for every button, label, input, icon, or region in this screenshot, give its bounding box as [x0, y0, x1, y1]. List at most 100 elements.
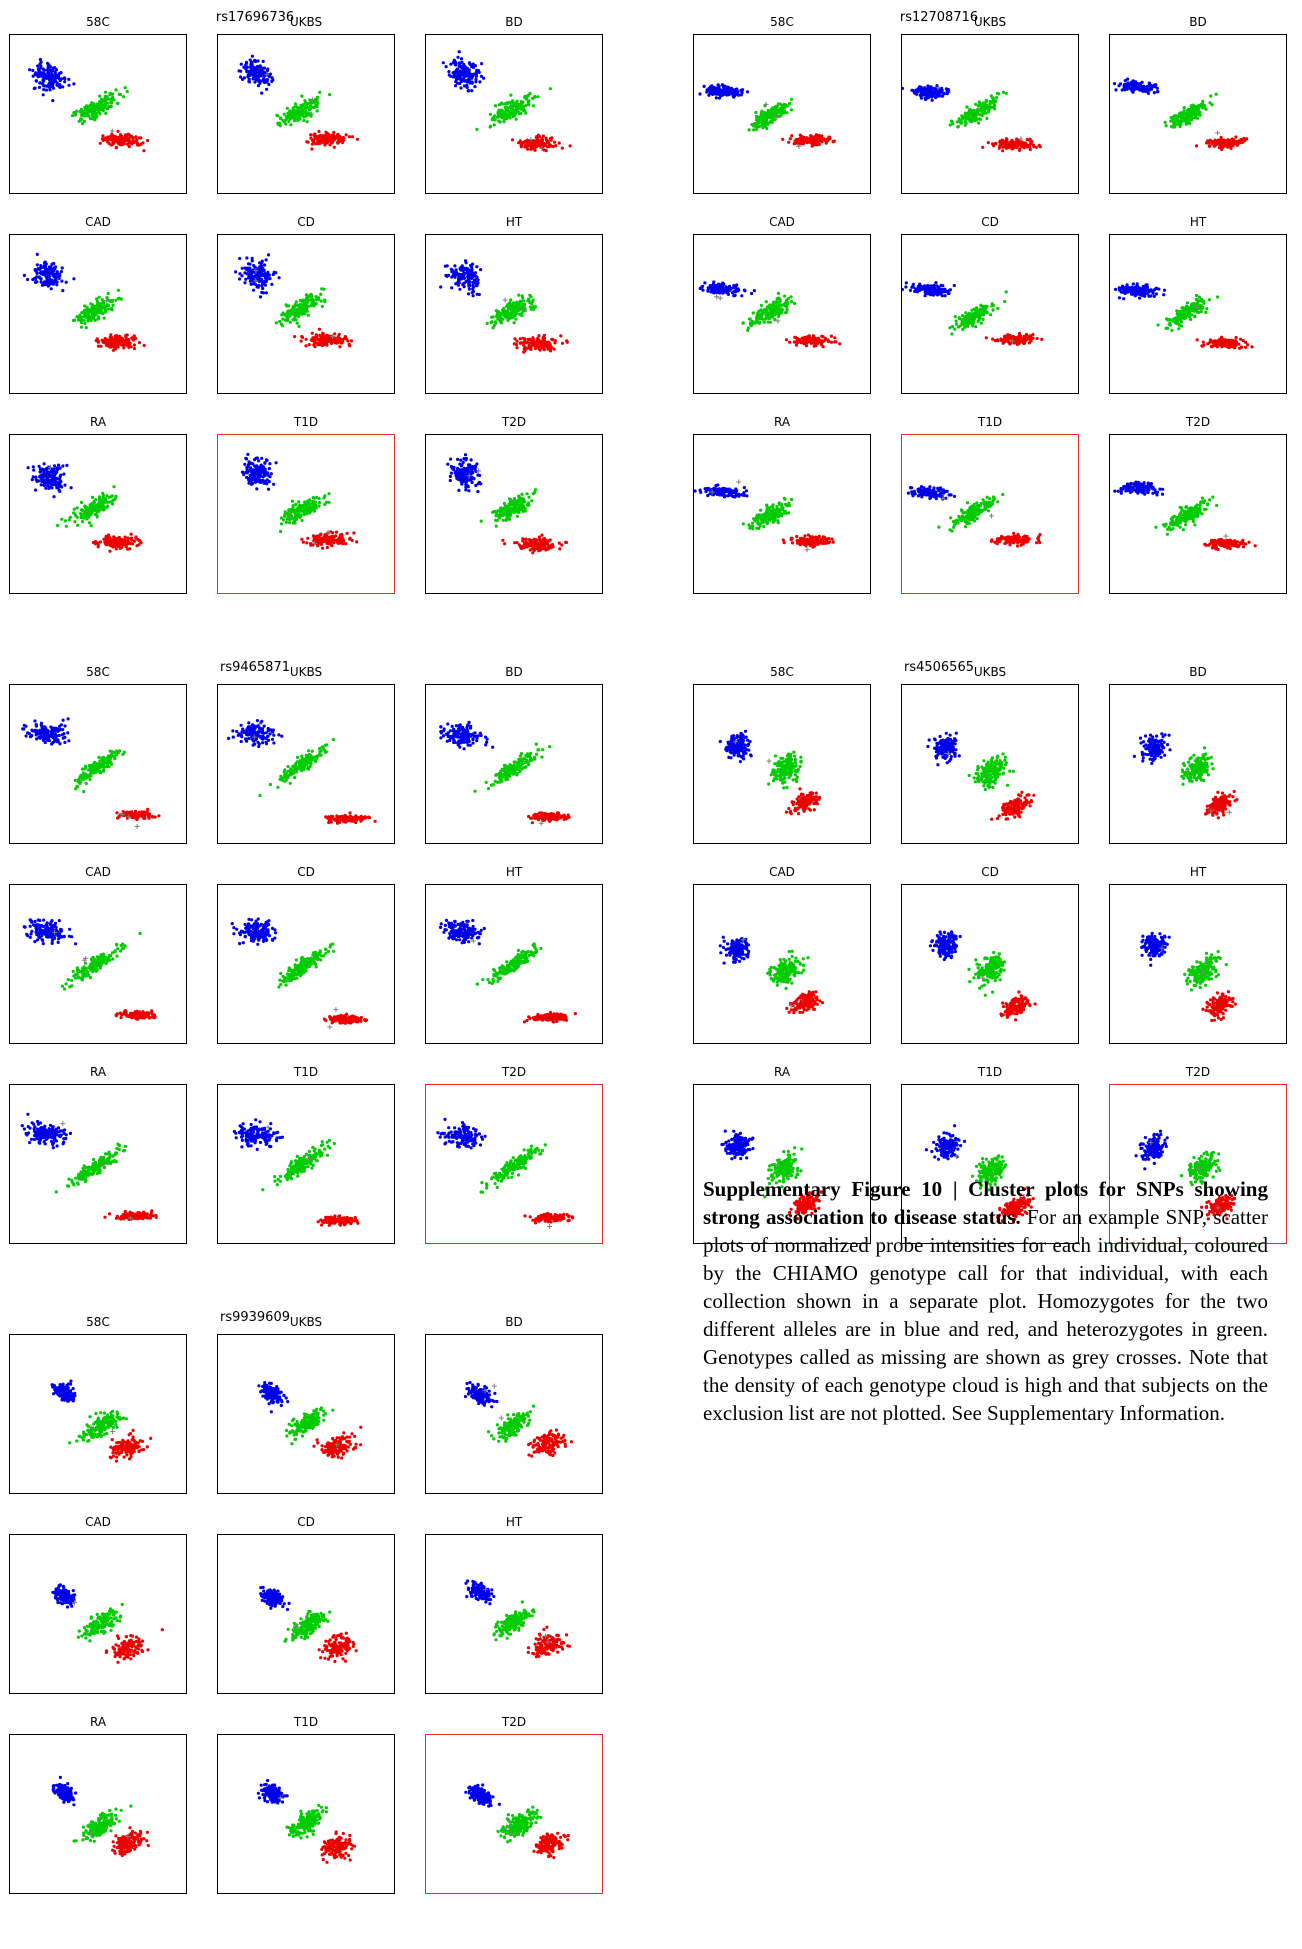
green-cluster-point	[522, 302, 527, 307]
green-cluster-point	[90, 307, 94, 311]
green-cluster-point	[995, 96, 999, 100]
red-cluster-point	[540, 533, 544, 537]
blue-cluster-point	[717, 96, 722, 100]
red-cluster-point	[100, 338, 104, 342]
red-cluster-point	[132, 539, 136, 543]
red-cluster-point	[813, 135, 817, 139]
red-cluster-point	[107, 341, 111, 345]
blue-cluster-point	[1129, 87, 1133, 91]
blue-cluster-point	[266, 471, 270, 475]
green-cluster-point	[87, 108, 91, 112]
green-cluster-point	[282, 518, 286, 522]
red-cluster-point	[981, 145, 985, 149]
red-cluster-point	[114, 336, 118, 341]
green-cluster-point	[79, 325, 84, 329]
green-cluster-point	[103, 106, 107, 110]
green-cluster-point	[82, 318, 86, 322]
blue-cluster-point	[234, 270, 238, 274]
green-cluster-point	[985, 103, 989, 107]
red-cluster-point	[522, 546, 526, 550]
red-cluster-point	[317, 129, 321, 133]
red-cluster-point	[560, 543, 564, 547]
blue-cluster-point	[732, 89, 736, 93]
blue-cluster-point	[461, 71, 465, 75]
panel-label: CAD	[85, 215, 111, 229]
blue-cluster-point	[249, 273, 253, 278]
red-cluster-point	[527, 345, 531, 349]
green-cluster-point	[957, 117, 961, 121]
green-cluster-point	[520, 492, 524, 496]
blue-cluster-point	[457, 50, 461, 54]
green-cluster-point	[275, 113, 279, 117]
blue-cluster-point	[1152, 91, 1156, 95]
blue-cluster-point	[1145, 85, 1149, 89]
panel-label: T1D	[293, 415, 319, 429]
green-cluster-point	[305, 512, 309, 516]
red-cluster-point	[548, 349, 553, 353]
missing-call-cross	[287, 515, 293, 521]
blue-cluster-point	[257, 75, 261, 79]
green-cluster-point	[305, 309, 309, 313]
green-cluster-point	[778, 114, 782, 118]
scatter-panel	[9, 234, 187, 394]
blue-cluster-point	[37, 68, 41, 72]
blue-cluster-point	[938, 88, 942, 92]
green-cluster-point	[975, 118, 979, 122]
green-cluster-point	[119, 297, 123, 301]
red-cluster-point	[304, 344, 308, 348]
blue-cluster-point	[44, 486, 48, 490]
blue-cluster-point	[722, 88, 726, 92]
blue-cluster-point	[52, 495, 56, 499]
red-cluster-point	[104, 340, 108, 344]
red-cluster-point	[137, 136, 141, 140]
blue-cluster-point	[238, 277, 242, 281]
blue-cluster-point	[58, 85, 62, 89]
red-cluster-point	[319, 539, 323, 543]
red-cluster-point	[536, 336, 540, 340]
green-cluster-point	[103, 497, 107, 501]
red-cluster-point	[553, 341, 557, 345]
blue-cluster-point	[264, 258, 268, 262]
red-cluster-point	[116, 129, 120, 133]
green-cluster-point	[493, 114, 497, 118]
blue-cluster-point	[469, 64, 474, 69]
green-cluster-point	[780, 103, 784, 107]
green-cluster-point	[109, 307, 113, 311]
green-cluster-point	[515, 99, 519, 103]
green-cluster-point	[987, 110, 991, 114]
missing-call-cross	[935, 85, 941, 91]
panel-label: T2D	[501, 415, 527, 429]
green-cluster-point	[79, 107, 83, 111]
blue-cluster-point	[479, 268, 483, 272]
blue-cluster-point	[52, 464, 57, 468]
blue-cluster-point	[249, 282, 253, 286]
red-cluster-point	[1004, 137, 1009, 141]
blue-cluster-point	[244, 63, 248, 67]
blue-cluster-point	[50, 262, 54, 266]
missing-call-cross	[309, 111, 315, 117]
blue-cluster-point	[257, 269, 261, 273]
green-cluster-point	[511, 104, 515, 108]
red-cluster-point	[520, 141, 524, 145]
green-cluster-point	[89, 318, 93, 323]
blue-cluster-point	[263, 78, 267, 82]
blue-cluster-point	[247, 77, 251, 81]
red-cluster-point	[523, 339, 527, 343]
blue-cluster-point	[472, 272, 476, 276]
green-cluster-point	[285, 517, 289, 521]
green-cluster-point	[102, 98, 106, 102]
red-cluster-point	[336, 541, 340, 545]
blue-cluster-point	[269, 472, 273, 476]
blue-cluster-point	[930, 87, 934, 91]
blue-cluster-point	[713, 91, 717, 95]
red-cluster-point	[531, 542, 535, 546]
green-cluster-point	[75, 506, 79, 510]
blue-cluster-point	[249, 72, 253, 76]
green-cluster-point	[79, 500, 84, 504]
green-cluster-point	[528, 305, 532, 309]
green-cluster-point	[512, 308, 516, 312]
green-cluster-point	[287, 521, 292, 525]
green-cluster-point	[285, 106, 289, 110]
red-cluster-point	[132, 343, 136, 347]
red-cluster-point	[304, 337, 308, 341]
